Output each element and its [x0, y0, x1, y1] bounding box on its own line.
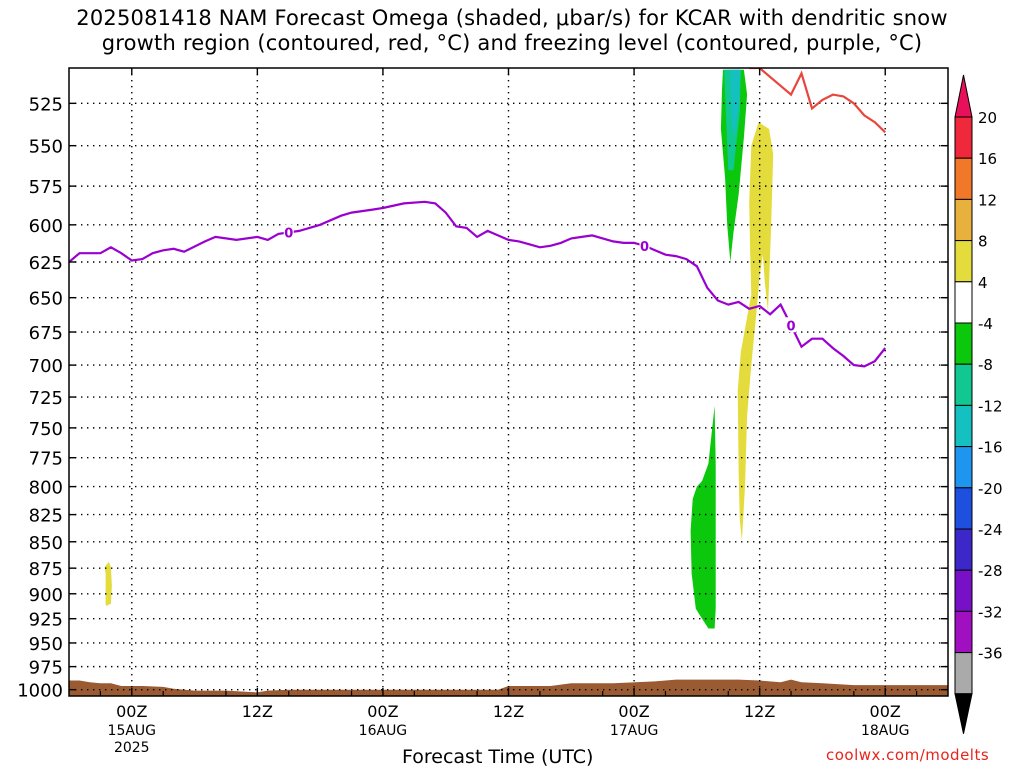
- y-tick-label: 625: [29, 253, 63, 274]
- y-tick-label: 925: [29, 610, 63, 631]
- colorbar-label: -8: [978, 356, 993, 374]
- colorbar-swatch: [954, 322, 973, 365]
- y-tick-label: 900: [29, 585, 63, 606]
- colorbar-swatch: [954, 404, 973, 448]
- colorbar-swatch: [954, 157, 973, 200]
- colorbar-swatch: [954, 652, 973, 695]
- colorbar-label: -24: [978, 521, 1003, 539]
- freezing-level-label: 0: [640, 240, 649, 255]
- colorbar-swatch: [954, 240, 973, 283]
- freezing-level-line: [69, 200, 887, 368]
- y-tick-label: 850: [29, 533, 63, 554]
- y-tick-label: 975: [29, 658, 63, 679]
- y-tick-label: 750: [29, 419, 63, 440]
- omega-shading: [104, 69, 774, 629]
- plot-border: [68, 67, 949, 697]
- colorbar-swatch: [954, 363, 973, 406]
- x-tick-date-label: 2025: [114, 740, 150, 756]
- colorbar-swatch: [954, 198, 973, 242]
- credit-text: coolwx.com/modelts: [826, 746, 990, 764]
- x-tick-date-label: 17AUG: [610, 723, 659, 739]
- x-tick-label: 12Z: [242, 702, 273, 721]
- contours: 0 0 0: [69, 68, 887, 368]
- y-tick-label: 650: [29, 289, 63, 310]
- colorbar-label: 16: [978, 150, 997, 168]
- colorbar-label: -28: [978, 562, 1003, 580]
- colorbar-top-arrow: [954, 74, 973, 118]
- x-tick-label: 00Z: [618, 702, 649, 721]
- x-axis-title: Forecast Time (UTC): [402, 746, 594, 768]
- y-tick-label: 725: [29, 388, 63, 409]
- colorbar-swatch: [954, 569, 973, 612]
- colorbar-label: -4: [978, 315, 993, 333]
- y-tick-label: 550: [29, 137, 63, 158]
- x-tick-label: 12Z: [744, 702, 775, 721]
- colorbar-swatch: [954, 528, 973, 571]
- y-axis: 525 550 575 600 625 650 675 700 725 750 775 800 825 8…: [17, 94, 948, 702]
- x-tick-label: 00Z: [367, 702, 398, 721]
- colorbar-label: -16: [978, 439, 1003, 457]
- contour-label-bg: [639, 237, 650, 253]
- y-tick-label: 825: [29, 506, 63, 527]
- colorbar-label: -20: [978, 480, 1003, 498]
- x-tick-date-label: 18AUG: [861, 723, 910, 739]
- y-tick-label: 1000: [17, 681, 63, 702]
- colorbar-label: -36: [978, 645, 1003, 663]
- colorbar-swatch: [954, 487, 973, 530]
- colorbar-label: 4: [978, 274, 988, 292]
- colorbar: 20 16 12 8 4 -4 -8 -12 -16 -20 -24 -28 -32 -36: [954, 74, 1003, 734]
- colorbar-bottom-arrow: [954, 693, 973, 734]
- y-tick-label: 525: [29, 94, 63, 115]
- x-tick-label: 12Z: [493, 702, 524, 721]
- y-tick-label: 775: [29, 449, 63, 470]
- chart-title: 2025081418 NAM Forecast Omega (shaded, μ…: [76, 6, 948, 55]
- colorbar-label: 8: [978, 233, 988, 251]
- omega-region: [690, 405, 716, 629]
- freezing-level-label: 0: [787, 319, 796, 334]
- colorbar-label: -32: [978, 603, 1003, 621]
- dendritic-contour-line: [749, 68, 886, 134]
- x-tick-label: 00Z: [870, 702, 901, 721]
- grid-lines: [69, 68, 948, 691]
- contour-label-bg: [786, 317, 797, 333]
- freezing-level-label: 0: [284, 226, 293, 241]
- plot-frame: [68, 67, 949, 697]
- y-tick-label: 950: [29, 634, 63, 655]
- x-tick-date-label: 15AUG: [108, 723, 157, 739]
- y-tick-label: 575: [29, 177, 63, 198]
- x-tick-date-label: 16AUG: [359, 723, 408, 739]
- x-tick-label: 00Z: [116, 702, 147, 721]
- omega-region: [104, 561, 112, 606]
- colorbar-swatch: [954, 281, 973, 324]
- colorbar-label: 12: [978, 191, 997, 209]
- y-tick-label: 800: [29, 478, 63, 499]
- y-tick-label: 700: [29, 356, 63, 377]
- colorbar-swatch: [954, 610, 973, 654]
- colorbar-label: 20: [978, 109, 997, 127]
- omega-region: [737, 122, 774, 541]
- contour-label-bg: [283, 224, 294, 240]
- y-tick-label: 875: [29, 559, 63, 580]
- y-tick-label: 675: [29, 323, 63, 344]
- colorbar-swatch: [954, 446, 973, 489]
- colorbar-label: -12: [978, 397, 1003, 415]
- y-tick-label: 600: [29, 216, 63, 237]
- colorbar-swatch: [954, 116, 973, 159]
